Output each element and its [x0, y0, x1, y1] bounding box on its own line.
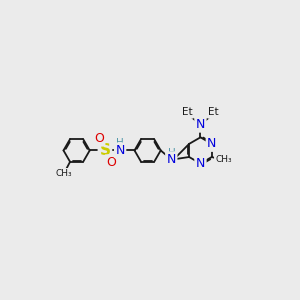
Text: H: H — [168, 148, 176, 158]
Text: N: N — [116, 144, 125, 157]
Text: CH₃: CH₃ — [215, 155, 232, 164]
Text: N: N — [196, 157, 205, 170]
Text: Et: Et — [208, 107, 219, 117]
Text: O: O — [94, 132, 104, 145]
Text: S: S — [99, 143, 110, 158]
Text: N: N — [167, 153, 176, 166]
Text: H: H — [116, 138, 124, 148]
Text: Et: Et — [182, 107, 193, 117]
Text: N: N — [207, 137, 217, 150]
Text: N: N — [196, 118, 205, 131]
Text: O: O — [106, 156, 116, 169]
Text: CH₃: CH₃ — [56, 169, 72, 178]
